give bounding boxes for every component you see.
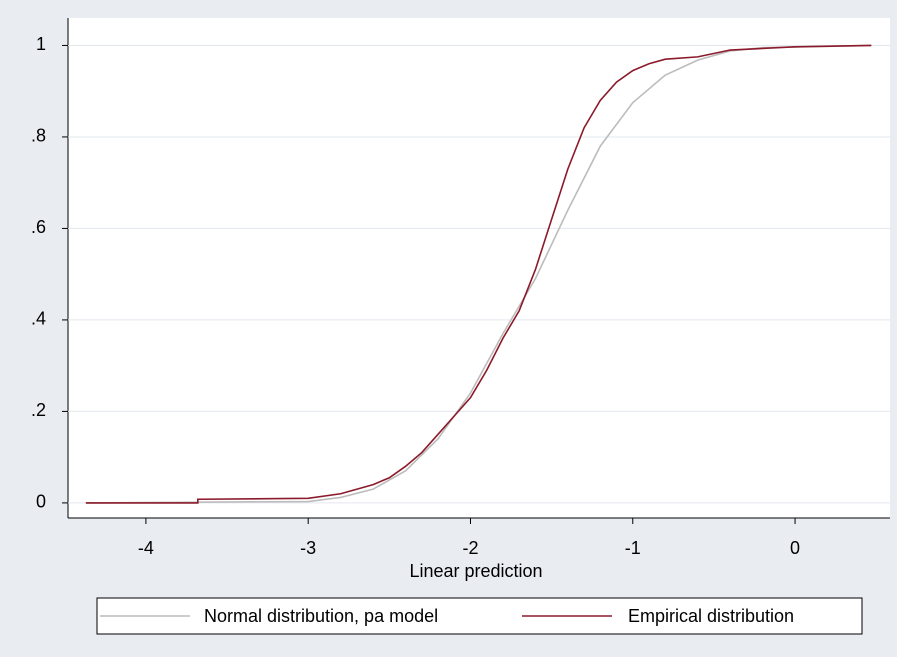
y-tick-label: .8 — [31, 126, 46, 146]
x-tick-label: -2 — [462, 538, 478, 558]
legend — [96, 597, 863, 635]
x-axis-label: Linear prediction — [409, 561, 542, 581]
y-tick-label: 0 — [36, 492, 46, 512]
legend-label: Normal distribution, pa model — [204, 606, 438, 626]
plot-area — [68, 18, 890, 518]
x-tick-label: -4 — [138, 538, 154, 558]
y-tick-label: .2 — [31, 400, 46, 420]
x-tick-label: -1 — [625, 538, 641, 558]
y-tick-label: 1 — [36, 34, 46, 54]
y-tick-label: .4 — [31, 309, 46, 329]
series-line — [85, 44, 872, 504]
y-tick-label: .6 — [31, 217, 46, 237]
legend-label: Empirical distribution — [628, 606, 794, 626]
x-tick-label: 0 — [790, 538, 800, 558]
series-line — [85, 44, 872, 504]
x-tick-label: -3 — [300, 538, 316, 558]
